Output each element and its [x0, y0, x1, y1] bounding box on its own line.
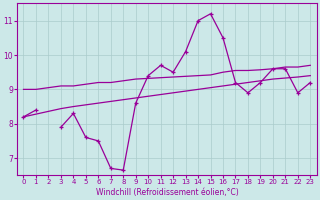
X-axis label: Windchill (Refroidissement éolien,°C): Windchill (Refroidissement éolien,°C)	[96, 188, 238, 197]
